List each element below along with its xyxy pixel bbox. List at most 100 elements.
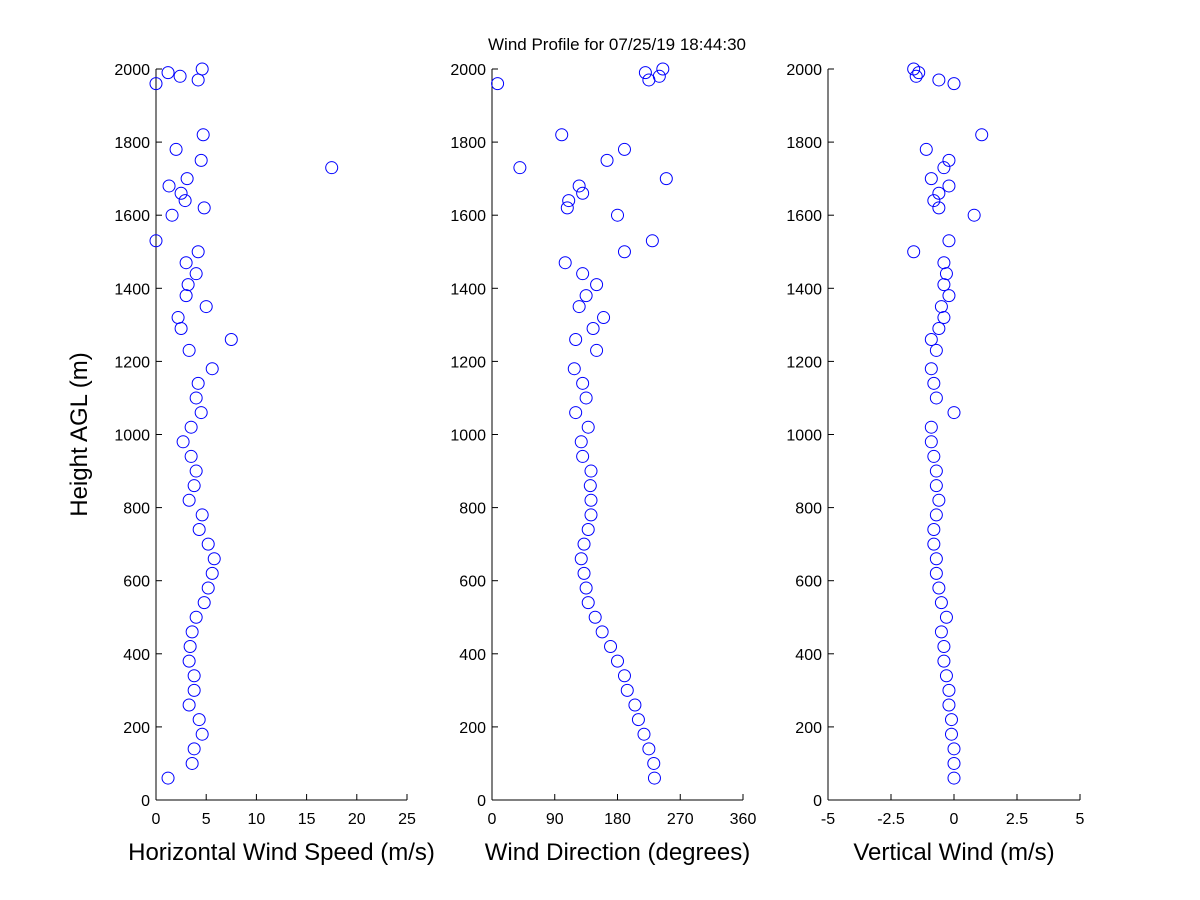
point <box>937 256 951 270</box>
point <box>179 289 193 303</box>
y-axis-label: Height AGL (m) <box>66 352 93 517</box>
point <box>595 625 609 639</box>
y-tick-label: 1200 <box>786 354 822 371</box>
point <box>944 727 958 741</box>
x-tick-label: 360 <box>730 811 757 828</box>
y-tick-label: 1800 <box>450 135 486 152</box>
x-axis-label: Vertical Wind (m/s) <box>853 839 1054 866</box>
point <box>192 713 206 727</box>
point <box>620 683 634 697</box>
point <box>562 194 576 208</box>
point <box>569 406 583 420</box>
point <box>187 669 201 683</box>
point <box>929 552 943 566</box>
point <box>197 201 211 215</box>
y-tick-label: 1000 <box>450 428 486 445</box>
point <box>174 322 188 336</box>
point <box>947 742 961 756</box>
point <box>195 508 209 522</box>
point <box>659 172 673 186</box>
point <box>929 391 943 405</box>
y-tick-label: 1000 <box>786 428 822 445</box>
y-tick-label: 400 <box>123 647 150 664</box>
point <box>574 435 588 449</box>
x-axis-label: Horizontal Wind Speed (m/s) <box>128 839 435 866</box>
point <box>929 508 943 522</box>
y-tick-label: 0 <box>477 793 486 810</box>
x-tick-label: 270 <box>667 811 694 828</box>
point <box>907 62 921 76</box>
point <box>647 756 661 770</box>
y-tick-label: 200 <box>123 720 150 737</box>
point <box>927 523 941 537</box>
point <box>187 683 201 697</box>
point <box>932 581 946 595</box>
point <box>182 493 196 507</box>
point <box>584 508 598 522</box>
x-tick-label: 25 <box>398 811 416 828</box>
point <box>192 523 206 537</box>
point <box>934 300 948 314</box>
x-tick-label: 5 <box>202 811 211 828</box>
point <box>638 66 652 80</box>
point <box>194 153 208 167</box>
point <box>169 142 183 156</box>
point <box>560 201 574 215</box>
point <box>937 654 951 668</box>
point <box>576 449 590 463</box>
point <box>932 201 946 215</box>
point <box>161 771 175 785</box>
point <box>656 62 670 76</box>
point <box>929 566 943 580</box>
point <box>932 322 946 336</box>
y-tick-label: 1600 <box>786 208 822 225</box>
y-tick-label: 400 <box>459 647 486 664</box>
point <box>942 683 956 697</box>
point <box>569 332 583 346</box>
y-tick-label: 200 <box>459 720 486 737</box>
point <box>929 343 943 357</box>
y-tick-label: 2000 <box>114 62 150 79</box>
point <box>179 256 193 270</box>
point <box>194 406 208 420</box>
point <box>577 537 591 551</box>
point <box>584 464 598 478</box>
point <box>207 552 221 566</box>
point <box>171 311 185 325</box>
point <box>579 289 593 303</box>
point <box>939 610 953 624</box>
x-tick-label: 2.5 <box>1006 811 1028 828</box>
point <box>937 639 951 653</box>
point <box>185 625 199 639</box>
x-tick-label: -2.5 <box>877 811 905 828</box>
x-tick-label: 0 <box>950 811 959 828</box>
y-tick-label: 600 <box>123 574 150 591</box>
point <box>611 654 624 668</box>
point <box>924 172 938 186</box>
point <box>149 234 163 248</box>
point <box>197 596 211 610</box>
point <box>555 128 569 142</box>
point <box>201 537 215 551</box>
point <box>189 464 203 478</box>
point <box>491 77 505 91</box>
point <box>642 742 656 756</box>
point <box>947 406 961 420</box>
y-tick-label: 1400 <box>786 281 822 298</box>
point <box>195 727 209 741</box>
point <box>174 186 188 200</box>
point <box>583 479 597 493</box>
y-tick-label: 1600 <box>450 208 486 225</box>
point <box>590 343 604 357</box>
point <box>628 698 642 712</box>
point <box>574 552 588 566</box>
point <box>975 128 989 142</box>
y-tick-label: 1800 <box>786 135 822 152</box>
point <box>187 742 201 756</box>
point <box>927 449 941 463</box>
y-tick-label: 2000 <box>786 62 822 79</box>
point <box>645 234 659 248</box>
point <box>224 332 238 346</box>
point <box>939 669 953 683</box>
point <box>967 208 981 222</box>
